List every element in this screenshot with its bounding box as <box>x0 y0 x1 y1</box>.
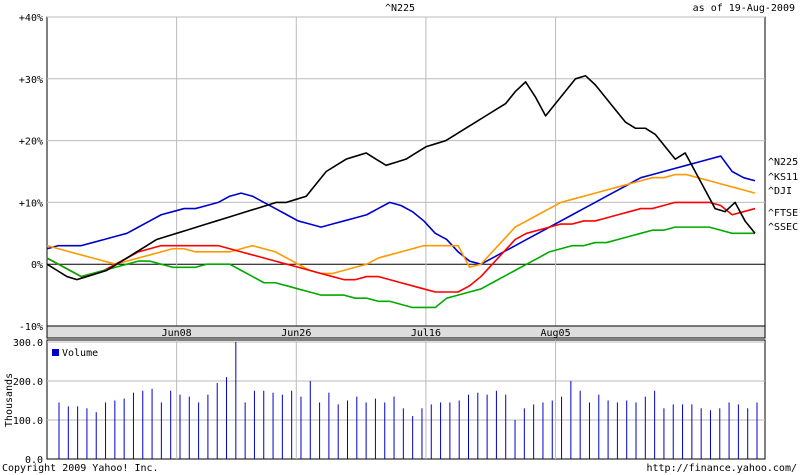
legend-label-dji: ^DJI <box>768 186 792 197</box>
series-line-ks11 <box>46 173 756 275</box>
legend-label-ssec: ^SSEC <box>768 222 798 233</box>
legend-label-ks11: ^KS11 <box>768 172 798 183</box>
y-tick-label: 0% <box>31 260 43 271</box>
x-tick-label: Jul16 <box>411 328 441 339</box>
y-tick-label: +20% <box>19 137 43 148</box>
volume-legend-label: Volume <box>62 348 98 359</box>
series-line-ftse <box>46 226 755 309</box>
volume-axis-title: Thousands <box>4 373 15 427</box>
plot-frame <box>46 16 766 327</box>
series-line-dji <box>46 201 756 293</box>
y-tick-label: +30% <box>19 75 43 86</box>
volume-tick-label: 300.0 <box>13 338 43 349</box>
volume-tick-label: 200.0 <box>13 377 43 388</box>
x-tick-label: Aug05 <box>541 328 571 339</box>
legend-label-ftse: ^FTSE <box>768 208 798 219</box>
copyright-text: Copyright 2009 Yahoo! Inc. <box>2 463 159 474</box>
as-of-date: as of 19-Aug-2009 <box>693 3 795 14</box>
y-tick-label: +40% <box>19 13 43 24</box>
x-tick-label: Jun08 <box>162 328 192 339</box>
x-tick-label: Jun26 <box>281 328 311 339</box>
volume-tick-label: 100.0 <box>13 416 43 427</box>
chart-title: ^N225 <box>385 3 415 14</box>
volume-legend-swatch <box>52 349 59 356</box>
legend-label-n225: ^N225 <box>768 157 798 168</box>
volume-frame <box>46 339 766 460</box>
series-line-n225 <box>46 155 756 266</box>
x-axis-band <box>46 325 766 339</box>
y-tick-label: +10% <box>19 198 43 209</box>
volume-tick-label: 0.0 <box>25 455 43 466</box>
source-url: http://finance.yahoo.com/ <box>646 463 797 474</box>
series-line-ssec <box>46 74 756 281</box>
y-tick-label: -10% <box>19 322 43 333</box>
